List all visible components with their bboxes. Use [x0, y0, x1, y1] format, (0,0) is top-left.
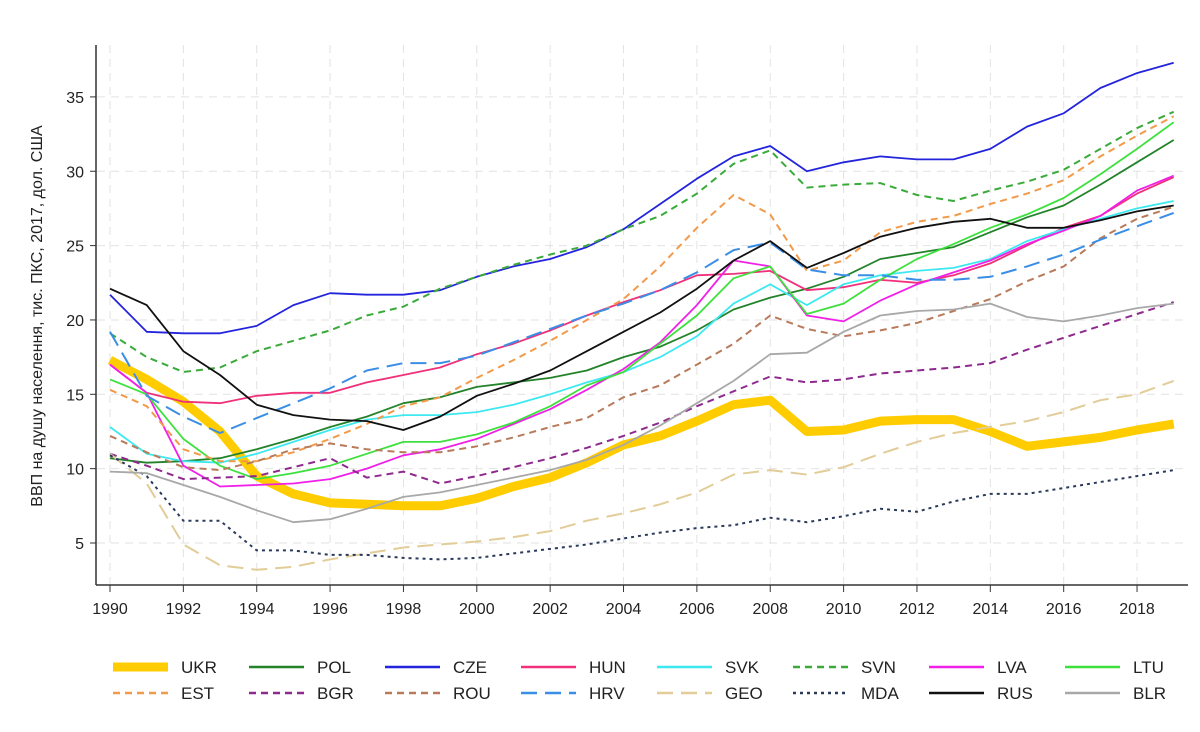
x-tick-label: 1998 — [386, 601, 422, 618]
x-tick-label: 1992 — [166, 601, 202, 618]
series-line-est — [109, 115, 1175, 463]
x-tick-label: 1996 — [312, 601, 348, 618]
legend-item-blr: BLR — [1065, 684, 1166, 703]
grid — [97, 45, 1188, 584]
y-tick-label: 35 — [66, 90, 84, 107]
series-line-cze — [109, 61, 1174, 335]
series-line-svk — [109, 200, 1174, 464]
x-tick-label: 2002 — [532, 601, 568, 618]
legend-label: LVA — [997, 658, 1027, 677]
legend-item-rou: ROU — [385, 684, 491, 703]
axes — [95, 45, 1188, 586]
y-tick-label: 5 — [75, 536, 84, 553]
legend-item-ukr: UKR — [113, 658, 217, 677]
x-tick-label: 2004 — [606, 601, 642, 618]
series-line-hun — [109, 176, 1175, 405]
legend-label: RUS — [997, 684, 1033, 703]
series-line-blr — [109, 302, 1174, 524]
legend-label: LTU — [1133, 658, 1164, 677]
series-line-mda — [109, 454, 1174, 561]
x-tick-label: 2000 — [459, 601, 495, 618]
legend-label: CZE — [453, 658, 487, 677]
y-tick-label: 30 — [66, 164, 84, 181]
legend: UKR POL CZE HUN SVK SVN LVA LTU EST BGR ROU HRV GEO M… — [113, 658, 1166, 703]
legend-label: BGR — [317, 684, 354, 703]
x-tick-label: 2008 — [752, 601, 788, 618]
y-tick-label: 20 — [66, 313, 84, 330]
legend-item-bgr: BGR — [249, 684, 354, 703]
legend-item-geo: GEO — [657, 684, 763, 703]
legend-item-ltu: LTU — [1065, 658, 1164, 677]
legend-label: SVK — [725, 658, 760, 677]
x-tick-label: 2010 — [826, 601, 862, 618]
legend-label: POL — [317, 658, 351, 677]
series-line-ukr — [107, 356, 1175, 511]
series-lines — [107, 61, 1175, 571]
legend-item-est: EST — [113, 684, 214, 703]
x-tick-label: 2016 — [1046, 601, 1082, 618]
tick-labels: 5 10 15 20 25 30 35 1990 1992 1994 1996 1998 2000 200… — [66, 90, 1155, 618]
legend-item-hrv: HRV — [521, 684, 625, 703]
legend-label: UKR — [181, 658, 217, 677]
legend-item-mda: MDA — [793, 684, 899, 703]
series-line-hrv — [109, 211, 1175, 434]
x-tick-label: 2018 — [1119, 601, 1155, 618]
legend-label: SVN — [861, 658, 896, 677]
legend-label: MDA — [861, 684, 899, 703]
legend-label: EST — [181, 684, 214, 703]
x-tick-label: 2014 — [973, 601, 1009, 618]
series-line-lva — [109, 174, 1175, 488]
series-line-ltu — [109, 121, 1175, 481]
legend-item-svn: SVN — [793, 658, 896, 677]
legend-label: HRV — [589, 684, 625, 703]
x-tick-label: 1990 — [92, 601, 128, 618]
legend-item-pol: POL — [249, 658, 351, 677]
y-tick-label: 25 — [66, 239, 84, 256]
legend-label: BLR — [1133, 684, 1166, 703]
series-line-bgr — [109, 301, 1175, 485]
y-tick-label: 10 — [66, 462, 84, 479]
legend-label: HUN — [589, 658, 626, 677]
series-line-rou — [109, 205, 1175, 472]
legend-item-hun: HUN — [521, 658, 626, 677]
series-line-geo — [109, 379, 1175, 571]
y-axis-label: ВВП на душу населення, тис. ПКС, 2017, д… — [29, 125, 46, 507]
x-tick-label: 1994 — [239, 601, 275, 618]
legend-item-lva: LVA — [929, 658, 1027, 677]
series-line-svn — [109, 110, 1175, 373]
legend-label: GEO — [725, 684, 763, 703]
x-tick-label: 2006 — [679, 601, 715, 618]
legend-label: ROU — [453, 684, 491, 703]
legend-item-cze: CZE — [385, 658, 487, 677]
x-tick-label: 2012 — [899, 601, 935, 618]
series-line-rus — [109, 204, 1174, 431]
legend-item-svk: SVK — [657, 658, 760, 677]
y-tick-label: 15 — [66, 387, 84, 404]
series-line-pol — [109, 139, 1175, 464]
legend-item-rus: RUS — [929, 684, 1033, 703]
